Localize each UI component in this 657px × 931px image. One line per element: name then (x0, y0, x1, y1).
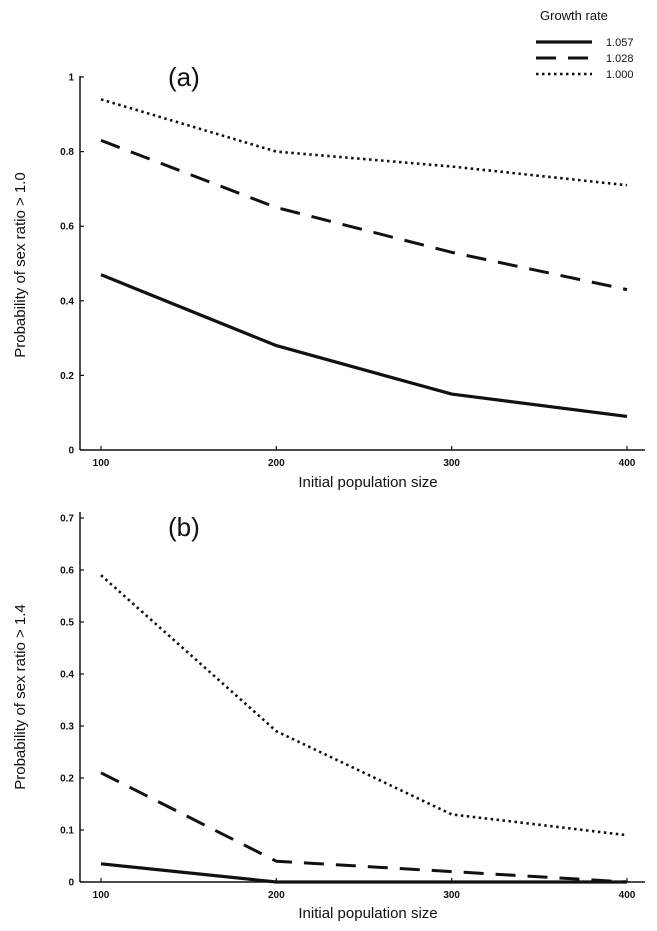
panel-b-y-tick-label: 0.1 (60, 826, 74, 837)
panel-b-y-tick-label: 0.5 (60, 618, 74, 629)
legend-label: 1.000 (606, 69, 634, 81)
panel-a-series-line-dotted (100, 98, 628, 187)
panel-b-y-tick-label: 0.6 (60, 566, 74, 577)
panel-a-y-axis-label: Probability of sex ratio > 1.0 (12, 172, 29, 358)
panel-b-x-tick-label: 300 (443, 890, 460, 901)
legend: Growth rate 1.057 1.028 1.000 (536, 8, 634, 81)
panel-a-y-tick-label: 1 (68, 73, 74, 84)
panel-a-x-axis-label: Initial population size (298, 474, 437, 491)
panel-a-y-tick-label: 0.8 (60, 147, 74, 158)
panel-a-x-tick-label: 100 (93, 458, 110, 469)
panel-a-y-tick-label: 0.6 (60, 222, 74, 233)
legend-label: 1.057 (606, 37, 634, 49)
panel-b-y-tick-label: 0.4 (60, 670, 74, 681)
panel-b-y-tick-label: 0.7 (60, 514, 74, 525)
panel-a-series-line-dashed (100, 138, 628, 292)
panel-b-x-axis-label: Initial population size (298, 905, 437, 922)
panel-a: (a) 0 0.2 0.4 0.6 0.8 1 100 200 300 400 Initial … (12, 62, 645, 491)
panel-b-x-tick-label: 100 (93, 890, 110, 901)
panel-b-y-tick-label: 0.2 (60, 774, 74, 785)
panel-a-x-tick-label: 300 (443, 458, 460, 469)
legend-label: 1.028 (606, 53, 634, 65)
panel-a-x-tick-label: 200 (268, 458, 285, 469)
panel-b-x-tick-label: 400 (619, 890, 636, 901)
panel-b: (b) 00.10.20.30.40.50.60.7 100 200 300 400 … (12, 512, 645, 922)
panel-b-series-line-solid (100, 862, 627, 884)
panel-a-y-tick-label: 0 (68, 446, 74, 457)
panel-b-y-tick-label: 0.3 (60, 722, 74, 733)
panel-b-y-tick-label: 0 (68, 878, 74, 889)
panel-a-series-line-solid (100, 273, 628, 418)
legend-title: Growth rate (540, 8, 608, 23)
panel-b-series-line-dashed (100, 771, 628, 884)
panel-b-x-tick-label: 200 (268, 890, 285, 901)
panel-a-label: (a) (168, 62, 200, 92)
panel-b-label: (b) (168, 512, 200, 542)
panel-b-y-axis-label: Probability of sex ratio > 1.4 (12, 604, 29, 790)
panel-b-series-line-dotted (100, 574, 628, 837)
panel-a-y-tick-label: 0.2 (60, 371, 74, 382)
panel-a-y-tick-label: 0.4 (60, 296, 74, 307)
panel-a-x-tick-label: 400 (619, 458, 636, 469)
